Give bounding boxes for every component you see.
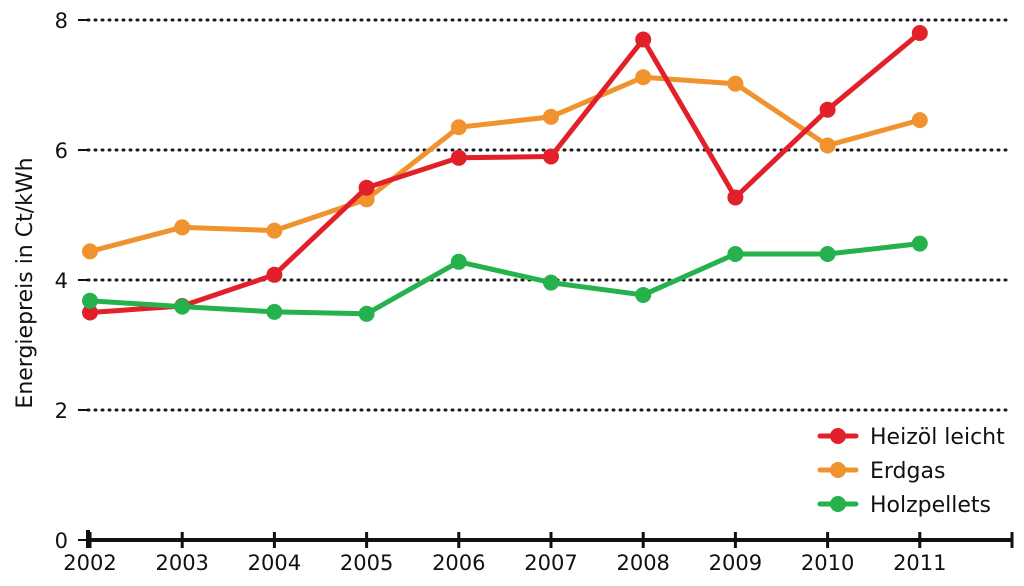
y-tick-label-0: 0: [55, 529, 68, 553]
x-tick-label-2002: 2002: [63, 551, 116, 575]
legend-label: Heizöl leicht: [870, 425, 1005, 450]
data-point-2009: [727, 246, 744, 262]
x-tick-label-2006: 2006: [432, 551, 485, 575]
y-tick-label-6: 6: [55, 139, 68, 163]
data-point-2003: [174, 298, 191, 315]
legend-entry-0: Heizöl leicht: [817, 425, 1005, 450]
data-point-2010: [819, 246, 836, 262]
series-line: [87, 241, 923, 317]
data-point-2008: [635, 286, 652, 303]
data-point-2004: [266, 266, 283, 283]
data-point-2002: [82, 292, 98, 309]
series-line: [87, 74, 923, 254]
legend-label: Erdgas: [870, 459, 945, 484]
data-point-2006: [450, 119, 467, 136]
y-tick-label-4: 4: [55, 269, 68, 293]
legend: Heizöl leicht Erdgas Holzpellets: [817, 425, 1005, 518]
axes: 0 2 4 6 8 2002 2003 2004 2005 2006 2007 2008 2009 201…: [55, 9, 1014, 575]
data-point-2007: [543, 148, 559, 165]
y-tick-label-2: 2: [55, 399, 68, 423]
data-point-2011: [911, 112, 928, 129]
legend-label: Holzpellets: [870, 493, 991, 518]
data-point-2006: [450, 149, 467, 166]
series-erdgas: [82, 69, 928, 260]
data-point-2006: [450, 253, 467, 270]
data-point-2008: [635, 69, 652, 86]
legend-swatch-marker: [830, 428, 846, 444]
x-tick-label-2009: 2009: [709, 551, 762, 575]
data-point-2005: [358, 179, 375, 196]
gridlines: [86, 18, 1014, 412]
series-lines: [82, 25, 928, 322]
data-point-2007: [543, 274, 559, 291]
data-point-2011: [911, 235, 928, 252]
x-tick-label-2011: 2011: [893, 551, 946, 575]
data-point-2004: [266, 222, 283, 239]
data-point-2005: [358, 305, 375, 322]
data-point-2003: [174, 219, 191, 236]
x-tick-label-2008: 2008: [616, 551, 669, 575]
series-line: [87, 30, 923, 315]
legend-swatch-marker: [830, 462, 846, 478]
data-point-2009: [727, 75, 744, 92]
data-point-2009: [727, 189, 744, 206]
data-point-2011: [911, 25, 928, 41]
x-tick-label-2004: 2004: [248, 551, 301, 575]
x-tick-label-2003: 2003: [155, 551, 208, 575]
legend-swatch-marker: [830, 496, 846, 512]
x-tick-label-2010: 2010: [801, 551, 854, 575]
y-tick-label-8: 8: [55, 9, 68, 33]
series-holzpellets: [82, 235, 928, 322]
x-tick-label-2007: 2007: [524, 551, 577, 575]
data-point-2010: [819, 101, 836, 118]
data-point-2004: [266, 303, 283, 320]
series-heiz-l-leicht: [82, 25, 928, 321]
data-point-2002: [82, 243, 98, 260]
x-tick-label-2005: 2005: [340, 551, 393, 575]
data-point-2008: [635, 31, 652, 48]
y-axis-title: Energiepreis in Ct/kWh: [13, 157, 38, 408]
data-point-2005: [358, 191, 375, 208]
legend-entry-1: Erdgas: [817, 459, 945, 484]
data-point-2010: [819, 137, 836, 154]
data-point-2002: [82, 304, 98, 321]
data-point-2007: [543, 108, 559, 125]
legend-entry-2: Holzpellets: [817, 493, 991, 518]
